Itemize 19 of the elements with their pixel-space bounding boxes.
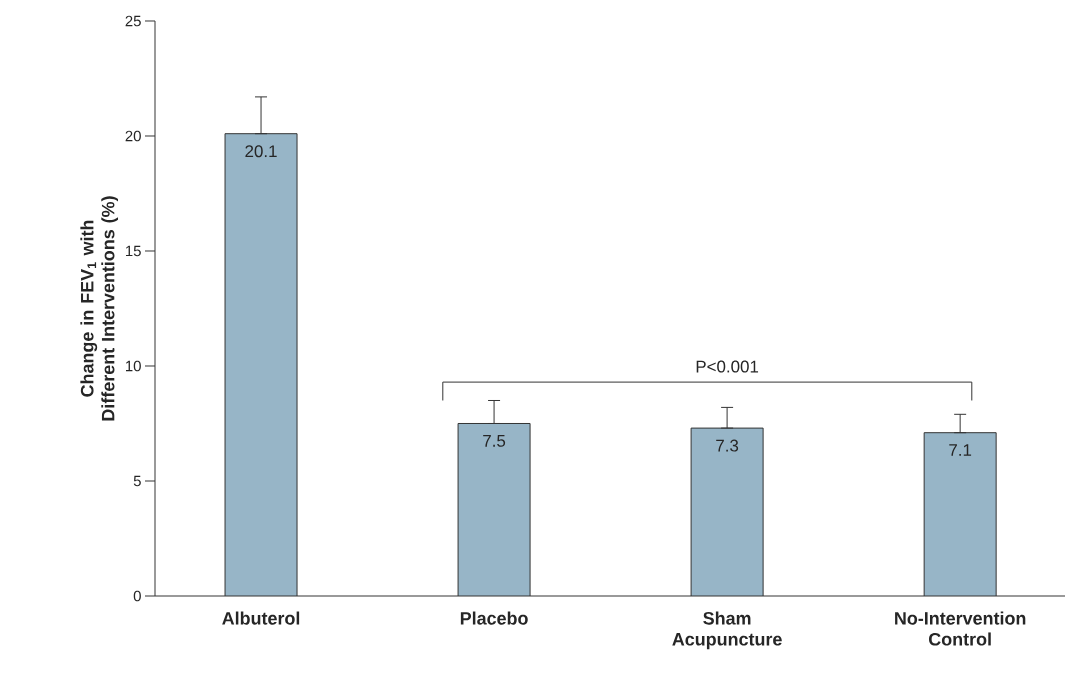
bar [458, 423, 531, 596]
x-tick-label: Placebo [460, 611, 528, 625]
bar [691, 428, 764, 596]
y-tick-label: 0 [133, 590, 141, 602]
bar [225, 133, 298, 596]
y-tick-label: 5 [133, 475, 141, 487]
data-label: 7.1 [949, 444, 972, 456]
y-tick-label: 25 [125, 15, 141, 27]
x-tick-label: No-Intervention Control [895, 611, 1026, 646]
data-label: 7.5 [483, 435, 506, 447]
data-label: 20.1 [245, 145, 277, 158]
x-tick-label: Sham Acupuncture [672, 611, 782, 650]
bar [923, 432, 997, 596]
y-tick-label: 20 [125, 130, 141, 142]
annotation: P<0.001 [696, 360, 759, 373]
data-label: 7.3 [716, 439, 739, 452]
y-tick-label: 10 [126, 360, 141, 372]
x-tick-label: Albuterol [222, 611, 300, 625]
y-tick-label: 15 [126, 245, 141, 257]
